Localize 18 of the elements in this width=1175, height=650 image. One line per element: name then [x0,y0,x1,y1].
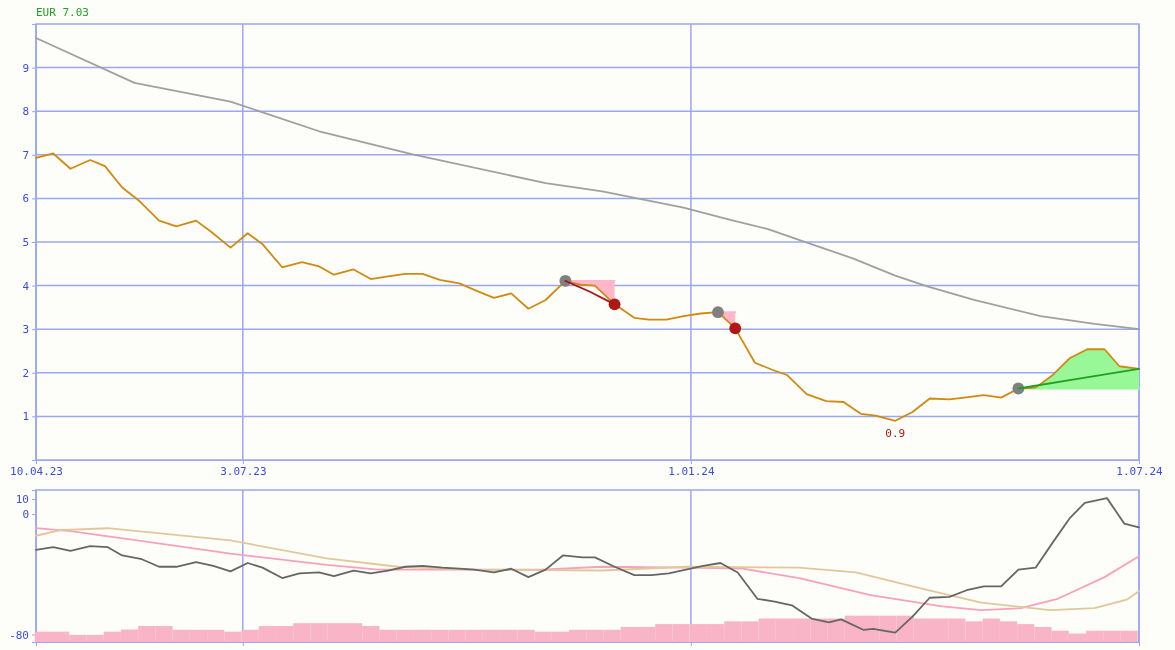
x-tick-label: 3.07.23 [220,464,267,478]
x-tick-label: 10.04.23 [10,464,63,478]
y-tick-label: 10 [15,493,29,507]
x-tick-label: 1.07.24 [1116,464,1164,478]
y-tick-label: 5 [22,236,29,250]
x-tick-label: 1.01.24 [668,464,715,478]
y-tick-label: 9 [22,61,29,75]
y-tick-label: 8 [22,105,29,119]
y-tick-label: 6 [22,192,29,206]
y-tick-label: 1 [22,410,29,424]
y-tick-label: 2 [22,366,29,380]
y-tick-label: 0 [22,508,29,522]
annotation: 0.9 [885,426,906,440]
y-tick-label: -80 [9,628,29,642]
y-tick-label: 4 [22,279,30,293]
y-tick-label: 7 [22,148,29,162]
y-tick-label: 3 [22,323,29,337]
text: EUR 7.03 [36,6,89,19]
